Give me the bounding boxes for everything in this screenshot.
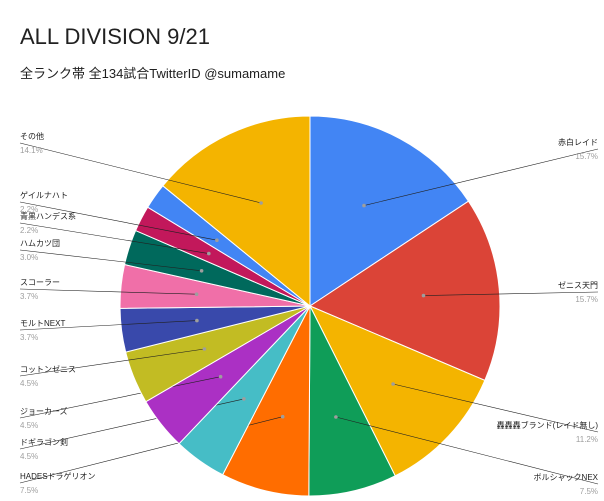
- leader-line-0: [363, 148, 599, 206]
- slice-label-3: ボルシャックNEX: [534, 473, 599, 482]
- slice-percent-7: 4.5%: [20, 379, 38, 388]
- leader-dot-12: [215, 238, 219, 242]
- leader-line-11: [19, 222, 209, 254]
- leader-line-10: [19, 249, 202, 272]
- leader-dot-7: [202, 347, 207, 351]
- leader-line-7: [19, 348, 205, 377]
- slice-label-7: コットンゼニス: [20, 364, 76, 374]
- pie-slice-0[interactable]: [309, 115, 470, 307]
- leader-dot-0: [362, 203, 366, 208]
- leader-dot-2: [391, 382, 395, 386]
- slice-label-10: ハムカツ団: [20, 239, 60, 248]
- slice-percent-11: 2.2%: [20, 226, 38, 235]
- slice-percent-6: 4.5%: [20, 421, 38, 430]
- pie-slice-1[interactable]: [308, 200, 501, 382]
- slice-label-13: その他: [20, 131, 44, 141]
- slice-label-0: 赤白レイド: [558, 137, 598, 147]
- leader-dot-4: [280, 414, 285, 419]
- slice-percent-3: 7.5%: [580, 487, 598, 496]
- slice-label-8: モルトNEXT: [20, 319, 65, 328]
- slice-percent-8: 3.7%: [20, 333, 38, 342]
- leader-line-2: [393, 383, 599, 433]
- chart-title: ALL DIVISION 9/21: [20, 24, 210, 49]
- slice-label-1: ゼニス天門: [558, 280, 598, 290]
- leader-dot-9: [194, 292, 199, 297]
- leader-line-3: [335, 416, 599, 485]
- slice-percent-2: 11.2%: [576, 435, 598, 444]
- leader-line-9: [19, 288, 197, 295]
- slice-label-12: ゲイルナハト: [20, 190, 68, 200]
- leader-dot-6: [218, 374, 223, 379]
- slice-label-5: ドギラゴン剣: [20, 437, 68, 447]
- slice-percent-1: 15.7%: [575, 295, 598, 304]
- pie-slice-2[interactable]: [308, 305, 486, 477]
- leader-dot-13: [259, 201, 263, 205]
- leader-line-13: [19, 142, 262, 204]
- leader-dot-1: [421, 293, 426, 298]
- slice-percent-5: 4.5%: [20, 452, 38, 461]
- leader-dot-8: [195, 318, 199, 323]
- leader-line-8: [19, 320, 197, 331]
- slice-label-2: 轟轟轟ブランド(レイド無し): [497, 420, 599, 430]
- chart-subtitle: 全ランク帯 全134試合TwitterID @sumamame: [20, 66, 286, 81]
- slice-label-6: ジョーカーズ: [20, 406, 68, 416]
- leader-line-6: [19, 376, 221, 419]
- slice-label-9: スコーラー: [20, 278, 60, 287]
- slice-percent-9: 3.7%: [20, 292, 38, 301]
- leader-dot-5: [242, 397, 246, 401]
- leader-line-1: [423, 291, 599, 296]
- slice-label-4: HADESドラゲリオン: [20, 471, 96, 481]
- leader-dot-11: [207, 251, 211, 256]
- leader-line-12: [19, 201, 217, 241]
- slice-label-11: 青黒ハンデス系: [20, 211, 76, 221]
- slice-percent-13: 14.1%: [20, 146, 43, 155]
- pie-slice-13[interactable]: [162, 115, 311, 308]
- slice-percent-10: 3.0%: [20, 253, 38, 262]
- leader-dot-10: [199, 269, 204, 273]
- slice-percent-12: 2.2%: [20, 205, 38, 214]
- slice-percent-0: 15.7%: [575, 152, 598, 161]
- leader-dot-3: [334, 415, 338, 419]
- slice-percent-4: 7.5%: [20, 486, 38, 495]
